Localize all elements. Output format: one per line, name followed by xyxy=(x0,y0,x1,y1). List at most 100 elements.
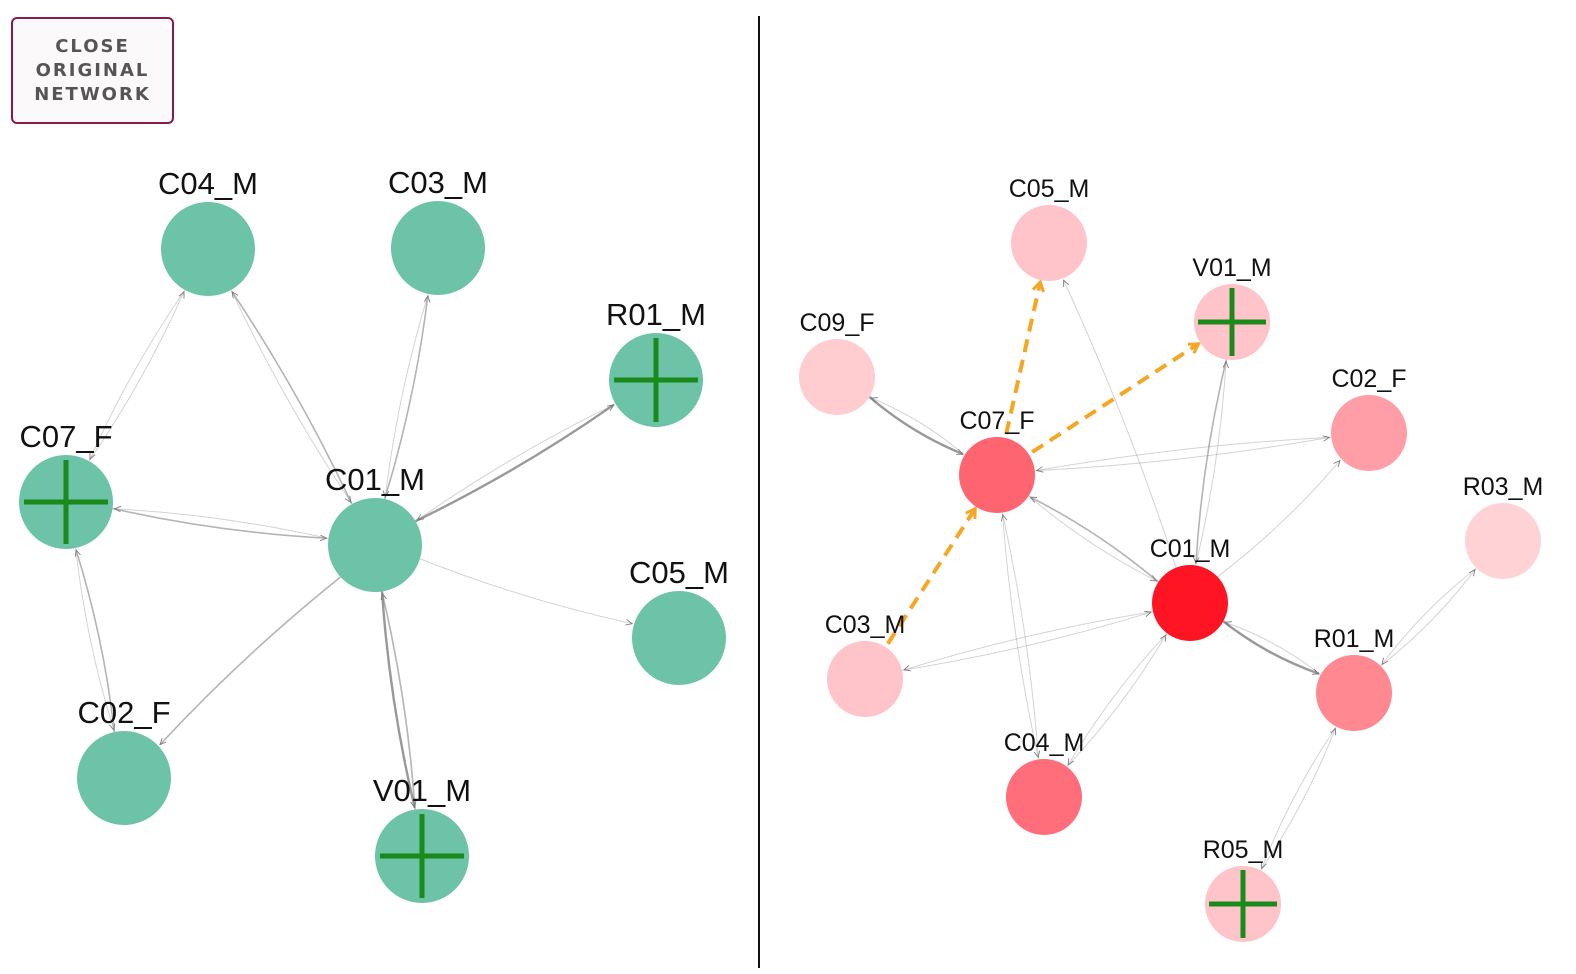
left-edges xyxy=(75,289,632,810)
node-circle[interactable] xyxy=(77,731,171,825)
edge-C01_M-to-C07_F xyxy=(1030,496,1159,583)
node-V01_M[interactable]: V01_M xyxy=(373,773,471,903)
panel-divider xyxy=(758,16,760,968)
node-label: C05_M xyxy=(629,555,729,590)
node-circle[interactable] xyxy=(799,339,875,415)
node-circle[interactable] xyxy=(391,201,485,295)
edge-C02_F-to-C07_F xyxy=(76,550,116,733)
close-button-line-2: ORIGINAL xyxy=(35,59,150,81)
node-label: C01_M xyxy=(325,462,425,497)
edge-C01_M-to-C02_F xyxy=(160,576,342,745)
original-network: C04_M C03_M R01_M C07_F C01_M C05_M C02_F V01_M xyxy=(19,165,729,903)
node-circle[interactable] xyxy=(959,437,1035,513)
edge-C04_M-to-C07_F xyxy=(1003,515,1040,760)
node-label: C05_M xyxy=(1009,175,1090,203)
edge-R01_M-to-C01_M xyxy=(1225,622,1321,676)
node-R05_M[interactable]: R05_M xyxy=(1203,836,1284,942)
edge-V01_M-to-C01_M xyxy=(1196,359,1228,564)
node-C09_F[interactable]: C09_F xyxy=(799,309,875,415)
edge-C01_M-to-V01_M xyxy=(1195,362,1226,566)
highlight-edge-C07_F-to-V01_M xyxy=(995,342,1200,477)
highlight-arrowhead xyxy=(1031,279,1045,293)
node-C01_M[interactable]: C01_M xyxy=(325,462,425,592)
node-circle[interactable] xyxy=(1331,395,1407,471)
node-label: C04_M xyxy=(1004,729,1085,757)
node-label: C04_M xyxy=(158,166,258,201)
node-label: R05_M xyxy=(1203,836,1284,864)
highlight-arrowhead xyxy=(965,506,977,520)
edge-C07_F-to-C09_F xyxy=(871,398,965,456)
node-C03_M[interactable]: C03_M xyxy=(388,165,488,295)
edge-C01_M-to-C03_M xyxy=(383,296,428,500)
plus-marker-icon xyxy=(1209,870,1277,938)
plus-marker-icon xyxy=(380,814,464,898)
node-circle[interactable] xyxy=(1006,759,1082,835)
node-C04_M[interactable]: C04_M xyxy=(1004,729,1085,835)
node-R01_M[interactable]: R01_M xyxy=(1314,625,1395,731)
node-C07_F[interactable]: C07_F xyxy=(959,407,1035,513)
node-label: C03_M xyxy=(388,165,488,200)
edge-C09_F-to-C07_F xyxy=(868,395,962,456)
node-R03_M[interactable]: R03_M xyxy=(1463,473,1544,579)
node-label: V01_M xyxy=(373,773,471,808)
highlight-arrowhead xyxy=(1187,342,1201,354)
node-C02_F[interactable]: C02_F xyxy=(1331,365,1407,471)
plus-marker-icon xyxy=(24,460,108,544)
edge-C07_F-to-C04_M xyxy=(1001,512,1038,758)
edge-C02_F-to-C07_F xyxy=(1037,436,1332,470)
node-label: C09_F xyxy=(799,309,874,337)
edge-C07_F-to-C02_F xyxy=(75,547,114,730)
edge-R01_M-to-R03_M xyxy=(1380,570,1475,667)
node-circle[interactable] xyxy=(1011,205,1087,281)
ego-network: C05_M V01_M C09_F C02_F C07_F R03_M C01_M C03_M… xyxy=(799,175,1543,942)
edge-R01_M-to-R05_M xyxy=(1262,726,1337,869)
node-C01_M[interactable]: C01_M xyxy=(1150,535,1231,641)
edge-C01_M-to-C02_F xyxy=(1217,461,1340,578)
node-C02_F[interactable]: C02_F xyxy=(77,695,171,825)
edge-C07_F-to-C01_M xyxy=(112,507,327,538)
right-edges xyxy=(868,280,1477,871)
edge-C01_M-to-C05_M xyxy=(1063,280,1177,568)
plus-marker-icon xyxy=(1198,288,1266,356)
node-C03_M[interactable]: C03_M xyxy=(825,611,906,717)
edge-C01_M-to-C05_M xyxy=(419,558,632,624)
edge-C01_M-to-C07_F xyxy=(115,509,329,540)
edge-C01_M-to-V01_M xyxy=(380,591,415,807)
right-nodes: C05_M V01_M C09_F C02_F C07_F R03_M C01_M C03_M… xyxy=(799,175,1543,942)
node-label: C07_F xyxy=(959,407,1034,435)
edge-V01_M-to-C01_M xyxy=(382,593,416,810)
node-C04_M[interactable]: C04_M xyxy=(158,166,258,296)
edge-R03_M-to-R01_M xyxy=(1382,567,1477,664)
edge-R05_M-to-R01_M xyxy=(1260,728,1336,871)
edge-C01_M-to-R01_M xyxy=(415,403,614,523)
left-nodes: C04_M C03_M R01_M C07_F C01_M C05_M C02_F V01_M xyxy=(19,165,729,903)
node-circle[interactable] xyxy=(1152,565,1228,641)
node-label: C02_F xyxy=(1331,365,1406,393)
edge-R01_M-to-C01_M xyxy=(417,403,616,520)
edge-C03_M-to-C01_M xyxy=(385,293,429,497)
node-label: C01_M xyxy=(1150,535,1231,563)
close-original-network-button[interactable]: CLOSE ORIGINAL NETWORK xyxy=(11,17,174,124)
node-circle[interactable] xyxy=(328,498,422,592)
node-R01_M[interactable]: R01_M xyxy=(606,297,706,427)
node-circle[interactable] xyxy=(1465,503,1541,579)
edge-C04_M-to-C01_M xyxy=(1066,635,1166,767)
close-button-line-1: CLOSE xyxy=(55,35,130,57)
plus-marker-icon xyxy=(614,338,698,422)
node-C05_M[interactable]: C05_M xyxy=(1009,175,1090,281)
node-label: C03_M xyxy=(825,611,906,639)
node-C07_F[interactable]: C07_F xyxy=(19,419,113,549)
edge-C07_F-to-C02_F xyxy=(1034,437,1329,472)
edge-C01_M-to-C03_M xyxy=(904,611,1154,670)
node-C05_M[interactable]: C05_M xyxy=(629,555,729,685)
edge-C07_F-to-C01_M xyxy=(1028,495,1157,581)
node-circle[interactable] xyxy=(827,641,903,717)
node-V01_M[interactable]: V01_M xyxy=(1192,254,1272,360)
edge-C07_F-to-C04_M xyxy=(88,292,185,462)
node-label: C07_F xyxy=(19,419,112,454)
node-circle[interactable] xyxy=(632,591,726,685)
node-circle[interactable] xyxy=(161,202,255,296)
edge-C03_M-to-C01_M xyxy=(901,612,1151,671)
node-circle[interactable] xyxy=(1316,655,1392,731)
